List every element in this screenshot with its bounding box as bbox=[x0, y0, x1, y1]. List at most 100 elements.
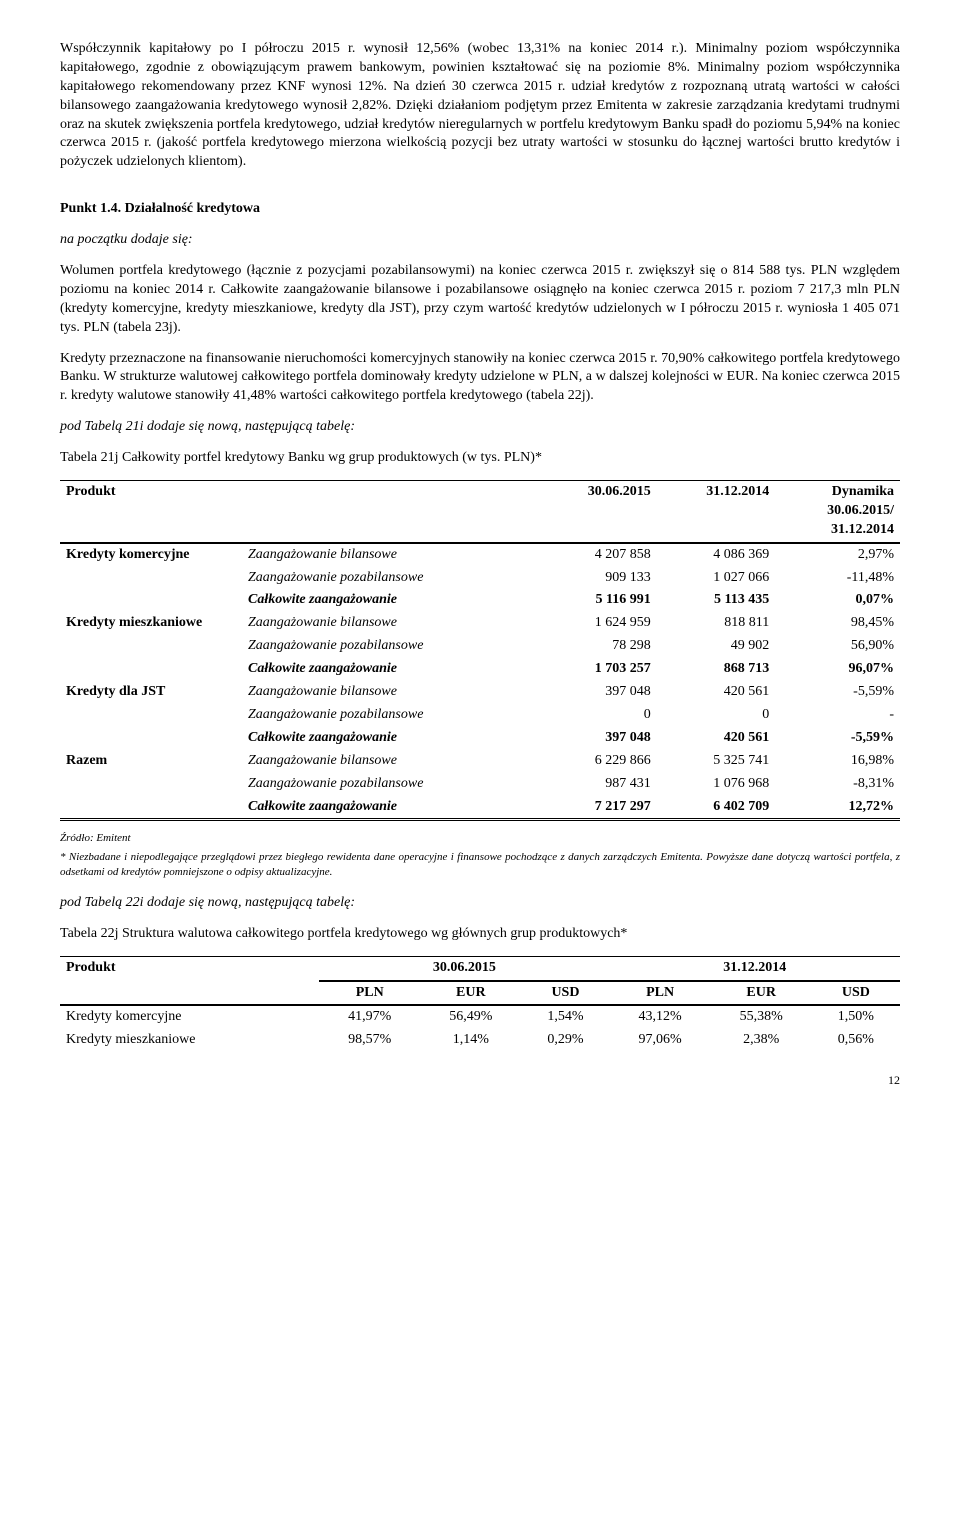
t2-header-date1: 30.06.2015 bbox=[319, 956, 609, 980]
group-name-cell bbox=[60, 796, 242, 820]
section-heading-1-4: Punkt 1.4. Działalność kredytowa bbox=[60, 200, 900, 219]
page-number: 12 bbox=[60, 1072, 900, 1088]
value-cell: 97,06% bbox=[610, 1029, 711, 1052]
value-cell: 5 116 991 bbox=[538, 589, 657, 612]
value-cell: 4 207 858 bbox=[538, 543, 657, 567]
value-cell: 1,50% bbox=[812, 1005, 900, 1029]
table-22j-title: Tabela 22j Struktura walutowa całkowiteg… bbox=[60, 925, 900, 944]
table-row: Zaangażowanie pozabilansowe909 1331 027 … bbox=[60, 567, 900, 590]
table-row: Zaangażowanie pozabilansowe987 4311 076 … bbox=[60, 773, 900, 796]
value-cell: -5,59% bbox=[775, 681, 900, 704]
value-cell: 2,97% bbox=[775, 543, 900, 567]
group-name-cell: Kredyty mieszkaniowe bbox=[60, 612, 242, 635]
value-cell: 41,97% bbox=[319, 1005, 420, 1029]
currency-header: PLN bbox=[610, 981, 711, 1006]
value-cell: 397 048 bbox=[538, 727, 657, 750]
table-row: Kredyty komercyjne41,97%56,49%1,54%43,12… bbox=[60, 1005, 900, 1029]
value-cell: -8,31% bbox=[775, 773, 900, 796]
group-name-cell: Razem bbox=[60, 750, 242, 773]
currency-header: USD bbox=[521, 981, 609, 1006]
row-label-cell: Zaangażowanie bilansowe bbox=[242, 543, 538, 567]
row-label-cell: Zaangażowanie pozabilansowe bbox=[242, 567, 538, 590]
currency-header: USD bbox=[812, 981, 900, 1006]
value-cell: 1 624 959 bbox=[538, 612, 657, 635]
value-cell: 1,54% bbox=[521, 1005, 609, 1029]
paragraph-intro: Współczynnik kapitałowy po I półroczu 20… bbox=[60, 40, 900, 172]
group-name-cell bbox=[60, 589, 242, 612]
value-cell: -5,59% bbox=[775, 727, 900, 750]
group-name-cell: Kredyty komercyjne bbox=[60, 543, 242, 567]
value-cell: 868 713 bbox=[657, 658, 776, 681]
row-label-cell: Całkowite zaangażowanie bbox=[242, 589, 538, 612]
value-cell: 98,57% bbox=[319, 1029, 420, 1052]
t2-header-produkt: Produkt bbox=[60, 956, 319, 1005]
row-label-cell: Zaangażowanie bilansowe bbox=[242, 750, 538, 773]
t2-header-date2: 31.12.2014 bbox=[610, 956, 900, 980]
row-label-cell: Kredyty komercyjne bbox=[60, 1005, 319, 1029]
value-cell: 2,38% bbox=[711, 1029, 812, 1052]
value-cell: 397 048 bbox=[538, 681, 657, 704]
table-row: Kredyty mieszkanioweZaangażowanie bilans… bbox=[60, 612, 900, 635]
value-cell: 78 298 bbox=[538, 635, 657, 658]
value-cell: 43,12% bbox=[610, 1005, 711, 1029]
insertion-note-start: na początku dodaje się: bbox=[60, 231, 900, 250]
value-cell: -11,48% bbox=[775, 567, 900, 590]
row-label-cell: Całkowite zaangażowanie bbox=[242, 727, 538, 750]
row-label-cell: Całkowite zaangażowanie bbox=[242, 658, 538, 681]
row-label-cell: Zaangażowanie pozabilansowe bbox=[242, 773, 538, 796]
table-21j-footnote: * Niezbadane i niepodlegające przeglądow… bbox=[60, 850, 900, 880]
table-21j-title: Tabela 21j Całkowity portfel kredytowy B… bbox=[60, 449, 900, 468]
row-label-cell: Zaangażowanie pozabilansowe bbox=[242, 635, 538, 658]
table-row: Kredyty komercyjneZaangażowanie bilansow… bbox=[60, 543, 900, 567]
table-row: Zaangażowanie pozabilansowe00- bbox=[60, 704, 900, 727]
table-22j: Produkt 30.06.2015 31.12.2014 PLNEURUSDP… bbox=[60, 956, 900, 1053]
group-name-cell bbox=[60, 727, 242, 750]
value-cell: 0,29% bbox=[521, 1029, 609, 1052]
value-cell: 0 bbox=[657, 704, 776, 727]
row-label-cell: Całkowite zaangażowanie bbox=[242, 796, 538, 820]
value-cell: 0,56% bbox=[812, 1029, 900, 1052]
value-cell: 96,07% bbox=[775, 658, 900, 681]
value-cell: 909 133 bbox=[538, 567, 657, 590]
value-cell: - bbox=[775, 704, 900, 727]
value-cell: 0,07% bbox=[775, 589, 900, 612]
group-name-cell bbox=[60, 658, 242, 681]
row-label-cell: Kredyty mieszkaniowe bbox=[60, 1029, 319, 1052]
t1-header-col2: 31.12.2014 bbox=[657, 481, 776, 543]
table-row: Całkowite zaangażowanie7 217 2976 402 70… bbox=[60, 796, 900, 820]
table-row: Całkowite zaangażowanie5 116 9915 113 43… bbox=[60, 589, 900, 612]
paragraph-structure: Kredyty przeznaczone na finansowanie nie… bbox=[60, 350, 900, 407]
value-cell: 818 811 bbox=[657, 612, 776, 635]
value-cell: 4 086 369 bbox=[657, 543, 776, 567]
row-label-cell: Zaangażowanie pozabilansowe bbox=[242, 704, 538, 727]
group-name-cell bbox=[60, 567, 242, 590]
table-row: Kredyty mieszkaniowe98,57%1,14%0,29%97,0… bbox=[60, 1029, 900, 1052]
currency-header: EUR bbox=[420, 981, 521, 1006]
insertion-note-21i: pod Tabelą 21i dodaje się nową, następuj… bbox=[60, 418, 900, 437]
value-cell: 12,72% bbox=[775, 796, 900, 820]
value-cell: 420 561 bbox=[657, 681, 776, 704]
value-cell: 16,98% bbox=[775, 750, 900, 773]
table-21j-source: Źródło: Emitent bbox=[60, 831, 900, 846]
value-cell: 6 229 866 bbox=[538, 750, 657, 773]
table-row: RazemZaangażowanie bilansowe6 229 8665 3… bbox=[60, 750, 900, 773]
value-cell: 98,45% bbox=[775, 612, 900, 635]
table-row: Kredyty dla JSTZaangażowanie bilansowe39… bbox=[60, 681, 900, 704]
currency-header: PLN bbox=[319, 981, 420, 1006]
value-cell: 1 076 968 bbox=[657, 773, 776, 796]
table-21j: Produkt 30.06.2015 31.12.2014 Dynamika 3… bbox=[60, 480, 900, 821]
value-cell: 0 bbox=[538, 704, 657, 727]
value-cell: 420 561 bbox=[657, 727, 776, 750]
insertion-note-22i: pod Tabelą 22i dodaje się nową, następuj… bbox=[60, 894, 900, 913]
t1-header-col3: Dynamika 30.06.2015/ 31.12.2014 bbox=[775, 481, 900, 543]
paragraph-volume: Wolumen portfela kredytowego (łącznie z … bbox=[60, 262, 900, 338]
value-cell: 1 027 066 bbox=[657, 567, 776, 590]
row-label-cell: Zaangażowanie bilansowe bbox=[242, 681, 538, 704]
table-row: Zaangażowanie pozabilansowe78 29849 9025… bbox=[60, 635, 900, 658]
table-row: Całkowite zaangażowanie1 703 257868 7139… bbox=[60, 658, 900, 681]
value-cell: 5 325 741 bbox=[657, 750, 776, 773]
value-cell: 49 902 bbox=[657, 635, 776, 658]
group-name-cell bbox=[60, 704, 242, 727]
row-label-cell: Zaangażowanie bilansowe bbox=[242, 612, 538, 635]
value-cell: 1 703 257 bbox=[538, 658, 657, 681]
